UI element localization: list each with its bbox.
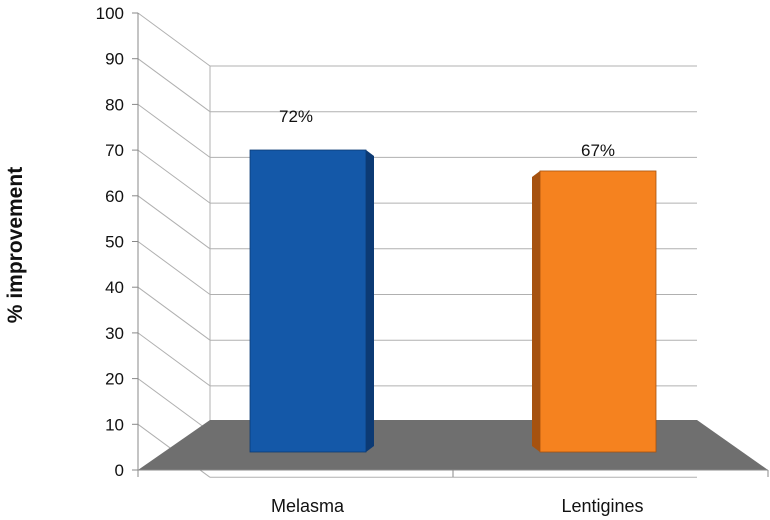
y-tick-label: 80 [105, 95, 124, 114]
data-label: 72% [279, 107, 313, 126]
gridline-depth [137, 241, 211, 295]
gridline-depth [137, 378, 211, 433]
gridline-depth [137, 149, 211, 204]
gridline-depth [137, 12, 211, 67]
chart-floor-plane [138, 420, 768, 470]
y-tick-label: 70 [105, 141, 124, 160]
gridline-depth [137, 103, 211, 158]
y-tick-label: 100 [96, 4, 124, 23]
bar-lentigines [539, 170, 657, 453]
chart-floor [138, 420, 768, 470]
bar-side [532, 170, 540, 452]
y-tick-label: 90 [105, 50, 124, 69]
gridline-depth [137, 332, 211, 387]
axes [132, 12, 769, 477]
y-tick-label: 10 [105, 415, 124, 434]
y-tick-label: 40 [105, 278, 124, 297]
data-label: 67% [581, 141, 615, 160]
y-tick-label: 60 [105, 187, 124, 206]
gridline-depth [137, 58, 211, 113]
gridline-depth [137, 195, 211, 250]
labels: 0 10 20 30 40 50 60 70 80 90 100 72% Melasma 67% Lenti… [96, 4, 644, 516]
y-tick-label: 30 [105, 324, 124, 343]
bar-side [366, 150, 374, 452]
y-tick-label: 50 [105, 233, 124, 252]
y-tick-label: 20 [105, 370, 124, 389]
x-tick-label: Lentigines [561, 496, 643, 516]
y-tick-label: 0 [115, 461, 124, 480]
y-axis-label: % improvement [4, 167, 27, 323]
x-tick-label: Melasma [271, 496, 345, 516]
bars [249, 149, 657, 453]
gridline-depth [137, 286, 211, 341]
bar-melasma [249, 149, 367, 453]
